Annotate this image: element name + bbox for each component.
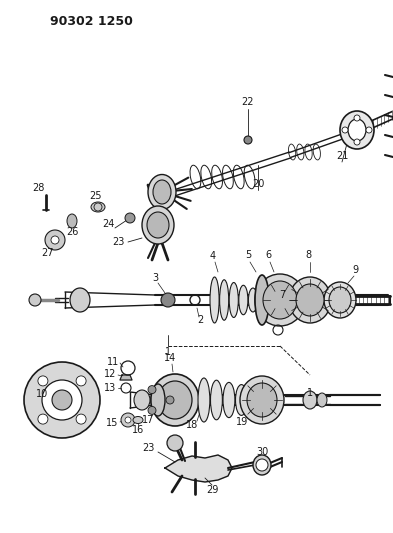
Ellipse shape (158, 381, 192, 419)
Circle shape (24, 362, 100, 438)
Circle shape (76, 376, 86, 386)
Ellipse shape (263, 281, 297, 319)
Text: 2: 2 (197, 315, 203, 325)
Text: 5: 5 (245, 250, 251, 260)
Text: 23: 23 (142, 443, 154, 453)
Circle shape (51, 236, 59, 244)
Circle shape (45, 230, 65, 250)
Ellipse shape (248, 288, 257, 312)
Circle shape (244, 136, 252, 144)
Text: 13: 13 (104, 383, 116, 393)
Text: 6: 6 (265, 250, 271, 260)
Circle shape (76, 414, 86, 424)
Circle shape (42, 380, 82, 420)
Circle shape (256, 459, 268, 471)
Ellipse shape (198, 378, 210, 422)
Ellipse shape (289, 277, 331, 323)
Ellipse shape (329, 287, 351, 313)
Ellipse shape (153, 180, 171, 204)
Circle shape (354, 115, 360, 121)
Text: 20: 20 (252, 179, 264, 189)
Ellipse shape (134, 390, 150, 410)
Text: 4: 4 (210, 251, 216, 261)
Ellipse shape (147, 212, 169, 238)
Text: 21: 21 (336, 151, 348, 161)
Ellipse shape (142, 206, 174, 244)
Text: 14: 14 (164, 353, 176, 363)
Ellipse shape (235, 385, 247, 415)
Circle shape (167, 435, 183, 451)
Ellipse shape (317, 393, 327, 407)
Ellipse shape (70, 288, 90, 312)
Ellipse shape (296, 284, 324, 316)
Circle shape (38, 376, 48, 386)
Text: 1: 1 (165, 347, 171, 357)
Ellipse shape (240, 376, 284, 424)
Ellipse shape (255, 275, 269, 325)
Text: 16: 16 (132, 425, 144, 435)
Text: 19: 19 (236, 417, 248, 427)
Text: 11: 11 (107, 357, 119, 367)
Text: 18: 18 (186, 420, 198, 430)
Ellipse shape (211, 380, 222, 420)
Text: 27: 27 (42, 248, 54, 258)
Circle shape (342, 127, 348, 133)
Text: 28: 28 (32, 183, 44, 193)
Text: 15: 15 (106, 418, 118, 428)
Ellipse shape (151, 384, 165, 416)
Circle shape (354, 139, 360, 145)
Circle shape (52, 390, 72, 410)
Text: 26: 26 (66, 227, 78, 237)
Ellipse shape (253, 455, 271, 475)
Ellipse shape (223, 382, 235, 417)
Circle shape (38, 414, 48, 424)
Text: 24: 24 (102, 219, 114, 229)
Ellipse shape (133, 416, 143, 424)
Text: 29: 29 (206, 485, 218, 495)
Polygon shape (120, 375, 132, 380)
Ellipse shape (151, 374, 199, 426)
Text: 7: 7 (279, 290, 285, 300)
Ellipse shape (340, 111, 374, 149)
Ellipse shape (255, 274, 305, 326)
Circle shape (148, 406, 156, 414)
Text: 22: 22 (242, 97, 254, 107)
Ellipse shape (67, 214, 77, 228)
Circle shape (125, 417, 131, 423)
Ellipse shape (348, 119, 366, 141)
Text: 90302 1250: 90302 1250 (50, 15, 133, 28)
Text: 23: 23 (112, 237, 124, 247)
Circle shape (161, 293, 175, 307)
Circle shape (29, 294, 41, 306)
Ellipse shape (324, 282, 356, 318)
Ellipse shape (303, 391, 317, 409)
Ellipse shape (239, 285, 248, 314)
Ellipse shape (210, 277, 219, 323)
Ellipse shape (91, 202, 105, 212)
Circle shape (166, 396, 174, 404)
Text: 10: 10 (36, 389, 48, 399)
Text: 3: 3 (152, 273, 158, 283)
Ellipse shape (229, 282, 238, 318)
Circle shape (125, 213, 135, 223)
Ellipse shape (148, 174, 176, 209)
Text: 9: 9 (352, 265, 358, 275)
Text: 25: 25 (90, 191, 102, 201)
Circle shape (366, 127, 372, 133)
Ellipse shape (220, 280, 229, 320)
Text: 1: 1 (307, 388, 313, 398)
Circle shape (121, 413, 135, 427)
Ellipse shape (247, 383, 277, 417)
Text: 8: 8 (305, 250, 311, 260)
Text: 30: 30 (256, 447, 268, 457)
Text: 12: 12 (104, 369, 116, 379)
Polygon shape (165, 455, 232, 482)
Text: 17: 17 (142, 415, 154, 425)
Circle shape (148, 385, 156, 393)
